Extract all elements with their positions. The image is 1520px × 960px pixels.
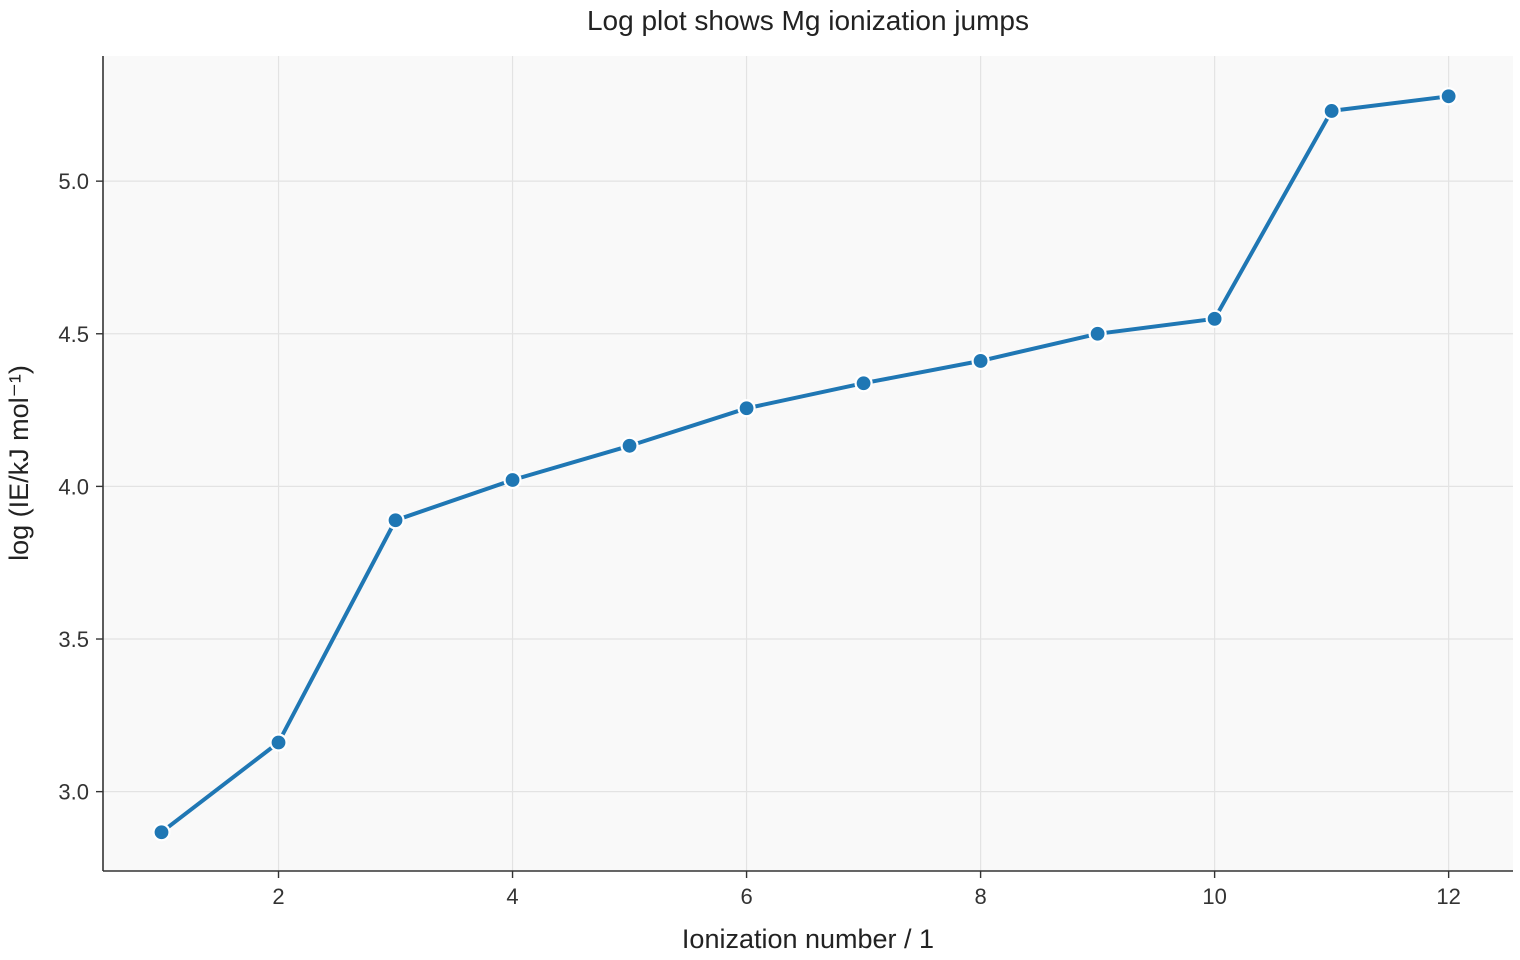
data-point [1322,101,1341,121]
series-layer [152,87,1458,842]
x-tick-label: 10 [1202,884,1226,909]
data-point [503,470,522,490]
data-point [620,436,639,455]
y-tick-label: 4.5 [58,322,89,347]
data-point [1205,309,1224,328]
x-tick-label: 12 [1436,884,1460,909]
y-axis-label: log (IE/kJ mol⁻¹) [4,365,34,561]
y-tick-label: 4.0 [58,474,89,499]
data-point [971,351,990,371]
data-point [152,823,171,842]
x-tick-label: 8 [974,884,986,909]
ticks: 2 4 6 8 10 12 3.0 3.5 4.0 4.5 5.0 [58,169,1460,909]
y-tick-label: 5.0 [58,169,89,194]
data-point [1088,324,1107,343]
grid [103,56,1513,871]
x-tick-label: 2 [272,884,284,909]
series-line [159,94,1451,835]
axes [102,56,1513,872]
x-tick-label: 4 [506,884,518,909]
y-tick-label: 3.5 [58,627,89,652]
x-axis-label: Ionization number / 1 [682,924,934,954]
data-point [1439,87,1458,106]
chart-title: Log plot shows Mg ionization jumps [587,5,1029,36]
x-tick-label: 6 [740,884,752,909]
data-point [737,399,756,418]
y-tick-label: 3.0 [58,780,89,805]
plot-area [103,56,1513,871]
data-point [854,374,873,393]
data-point [386,511,405,530]
data-point [269,733,288,752]
